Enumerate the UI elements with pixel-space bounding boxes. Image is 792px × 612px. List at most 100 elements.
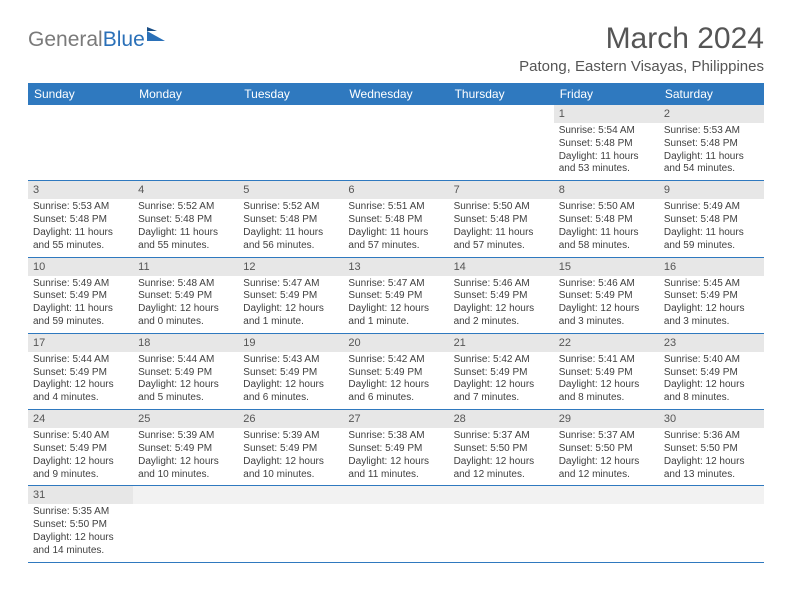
empty-cell	[343, 105, 448, 180]
brand-text-1: General	[28, 28, 103, 52]
day-number	[554, 486, 659, 504]
day-data: Sunrise: 5:53 AMSunset: 5:48 PMDaylight:…	[659, 123, 764, 180]
sunset-line: Sunset: 5:49 PM	[243, 367, 338, 380]
sunrise-line: Sunrise: 5:52 AM	[243, 201, 338, 214]
day-data	[238, 504, 343, 514]
day-cell: 26Sunrise: 5:39 AMSunset: 5:49 PMDayligh…	[238, 410, 343, 485]
day-data: Sunrise: 5:51 AMSunset: 5:48 PMDaylight:…	[343, 199, 448, 256]
day-number: 6	[343, 181, 448, 199]
sunrise-line: Sunrise: 5:49 AM	[664, 201, 759, 214]
day-data	[238, 123, 343, 133]
sunset-line: Sunset: 5:48 PM	[138, 214, 233, 227]
sunset-line: Sunset: 5:49 PM	[454, 367, 549, 380]
sunrise-line: Sunrise: 5:52 AM	[138, 201, 233, 214]
day-number: 21	[449, 334, 554, 352]
day-data: Sunrise: 5:46 AMSunset: 5:49 PMDaylight:…	[449, 276, 554, 333]
empty-cell	[343, 486, 448, 561]
daylight-line: Daylight: 12 hours and 12 minutes.	[559, 456, 654, 482]
day-data: Sunrise: 5:47 AMSunset: 5:49 PMDaylight:…	[238, 276, 343, 333]
sunrise-line: Sunrise: 5:49 AM	[33, 278, 128, 291]
weekday-label: Friday	[554, 83, 659, 105]
day-data: Sunrise: 5:52 AMSunset: 5:48 PMDaylight:…	[238, 199, 343, 256]
daylight-line: Daylight: 12 hours and 7 minutes.	[454, 379, 549, 405]
sunset-line: Sunset: 5:48 PM	[454, 214, 549, 227]
day-data: Sunrise: 5:43 AMSunset: 5:49 PMDaylight:…	[238, 352, 343, 409]
daylight-line: Daylight: 11 hours and 58 minutes.	[559, 227, 654, 253]
sunset-line: Sunset: 5:49 PM	[348, 290, 443, 303]
day-data: Sunrise: 5:47 AMSunset: 5:49 PMDaylight:…	[343, 276, 448, 333]
day-number: 30	[659, 410, 764, 428]
sunrise-line: Sunrise: 5:43 AM	[243, 354, 338, 367]
day-data: Sunrise: 5:40 AMSunset: 5:49 PMDaylight:…	[659, 352, 764, 409]
day-cell: 8Sunrise: 5:50 AMSunset: 5:48 PMDaylight…	[554, 181, 659, 256]
day-cell: 23Sunrise: 5:40 AMSunset: 5:49 PMDayligh…	[659, 334, 764, 409]
sunrise-line: Sunrise: 5:40 AM	[664, 354, 759, 367]
day-data: Sunrise: 5:49 AMSunset: 5:49 PMDaylight:…	[28, 276, 133, 333]
brand-logo: GeneralBlue	[28, 28, 169, 52]
sunrise-line: Sunrise: 5:39 AM	[243, 430, 338, 443]
day-number	[238, 486, 343, 504]
daylight-line: Daylight: 11 hours and 57 minutes.	[348, 227, 443, 253]
day-cell: 3Sunrise: 5:53 AMSunset: 5:48 PMDaylight…	[28, 181, 133, 256]
sunset-line: Sunset: 5:49 PM	[664, 367, 759, 380]
calendar-row: 31Sunrise: 5:35 AMSunset: 5:50 PMDayligh…	[28, 486, 764, 562]
day-data	[449, 504, 554, 514]
daylight-line: Daylight: 12 hours and 3 minutes.	[559, 303, 654, 329]
day-data: Sunrise: 5:41 AMSunset: 5:49 PMDaylight:…	[554, 352, 659, 409]
day-number: 29	[554, 410, 659, 428]
day-cell: 11Sunrise: 5:48 AMSunset: 5:49 PMDayligh…	[133, 258, 238, 333]
day-number: 28	[449, 410, 554, 428]
day-number	[343, 486, 448, 504]
daylight-line: Daylight: 11 hours and 55 minutes.	[33, 227, 128, 253]
day-number: 7	[449, 181, 554, 199]
day-cell: 5Sunrise: 5:52 AMSunset: 5:48 PMDaylight…	[238, 181, 343, 256]
sunset-line: Sunset: 5:49 PM	[33, 443, 128, 456]
day-data: Sunrise: 5:54 AMSunset: 5:48 PMDaylight:…	[554, 123, 659, 180]
day-cell: 28Sunrise: 5:37 AMSunset: 5:50 PMDayligh…	[449, 410, 554, 485]
day-number: 14	[449, 258, 554, 276]
daylight-line: Daylight: 12 hours and 3 minutes.	[664, 303, 759, 329]
day-cell: 4Sunrise: 5:52 AMSunset: 5:48 PMDaylight…	[133, 181, 238, 256]
sunrise-line: Sunrise: 5:47 AM	[348, 278, 443, 291]
day-cell: 2Sunrise: 5:53 AMSunset: 5:48 PMDaylight…	[659, 105, 764, 180]
day-number	[449, 486, 554, 504]
sunset-line: Sunset: 5:50 PM	[559, 443, 654, 456]
sunrise-line: Sunrise: 5:41 AM	[559, 354, 654, 367]
day-data	[133, 123, 238, 133]
day-data	[659, 504, 764, 514]
daylight-line: Daylight: 12 hours and 8 minutes.	[559, 379, 654, 405]
sunrise-line: Sunrise: 5:54 AM	[559, 125, 654, 138]
day-data: Sunrise: 5:39 AMSunset: 5:49 PMDaylight:…	[133, 428, 238, 485]
day-cell: 22Sunrise: 5:41 AMSunset: 5:49 PMDayligh…	[554, 334, 659, 409]
weekday-label: Tuesday	[238, 83, 343, 105]
day-number: 1	[554, 105, 659, 123]
sunset-line: Sunset: 5:49 PM	[138, 290, 233, 303]
day-data: Sunrise: 5:44 AMSunset: 5:49 PMDaylight:…	[133, 352, 238, 409]
day-number: 11	[133, 258, 238, 276]
weekday-label: Sunday	[28, 83, 133, 105]
sunrise-line: Sunrise: 5:37 AM	[454, 430, 549, 443]
day-number: 9	[659, 181, 764, 199]
sunset-line: Sunset: 5:49 PM	[33, 367, 128, 380]
daylight-line: Daylight: 11 hours and 59 minutes.	[664, 227, 759, 253]
sunset-line: Sunset: 5:48 PM	[664, 214, 759, 227]
empty-cell	[238, 486, 343, 561]
day-data: Sunrise: 5:35 AMSunset: 5:50 PMDaylight:…	[28, 504, 133, 561]
title-block: March 2024 Patong, Eastern Visayas, Phil…	[519, 22, 764, 75]
weekday-header: Sunday Monday Tuesday Wednesday Thursday…	[28, 83, 764, 105]
day-cell: 16Sunrise: 5:45 AMSunset: 5:49 PMDayligh…	[659, 258, 764, 333]
empty-cell	[449, 105, 554, 180]
daylight-line: Daylight: 12 hours and 9 minutes.	[33, 456, 128, 482]
day-data: Sunrise: 5:40 AMSunset: 5:49 PMDaylight:…	[28, 428, 133, 485]
empty-cell	[133, 105, 238, 180]
day-data: Sunrise: 5:42 AMSunset: 5:49 PMDaylight:…	[449, 352, 554, 409]
day-data: Sunrise: 5:46 AMSunset: 5:49 PMDaylight:…	[554, 276, 659, 333]
day-number: 18	[133, 334, 238, 352]
day-cell: 12Sunrise: 5:47 AMSunset: 5:49 PMDayligh…	[238, 258, 343, 333]
page-title: March 2024	[519, 22, 764, 56]
day-cell: 9 Sunrise: 5:49 AMSunset: 5:48 PMDaylight…	[659, 181, 764, 256]
daylight-line: Daylight: 11 hours and 54 minutes.	[664, 151, 759, 177]
day-data	[28, 123, 133, 133]
calendar: Sunday Monday Tuesday Wednesday Thursday…	[28, 83, 764, 563]
day-number: 26	[238, 410, 343, 428]
